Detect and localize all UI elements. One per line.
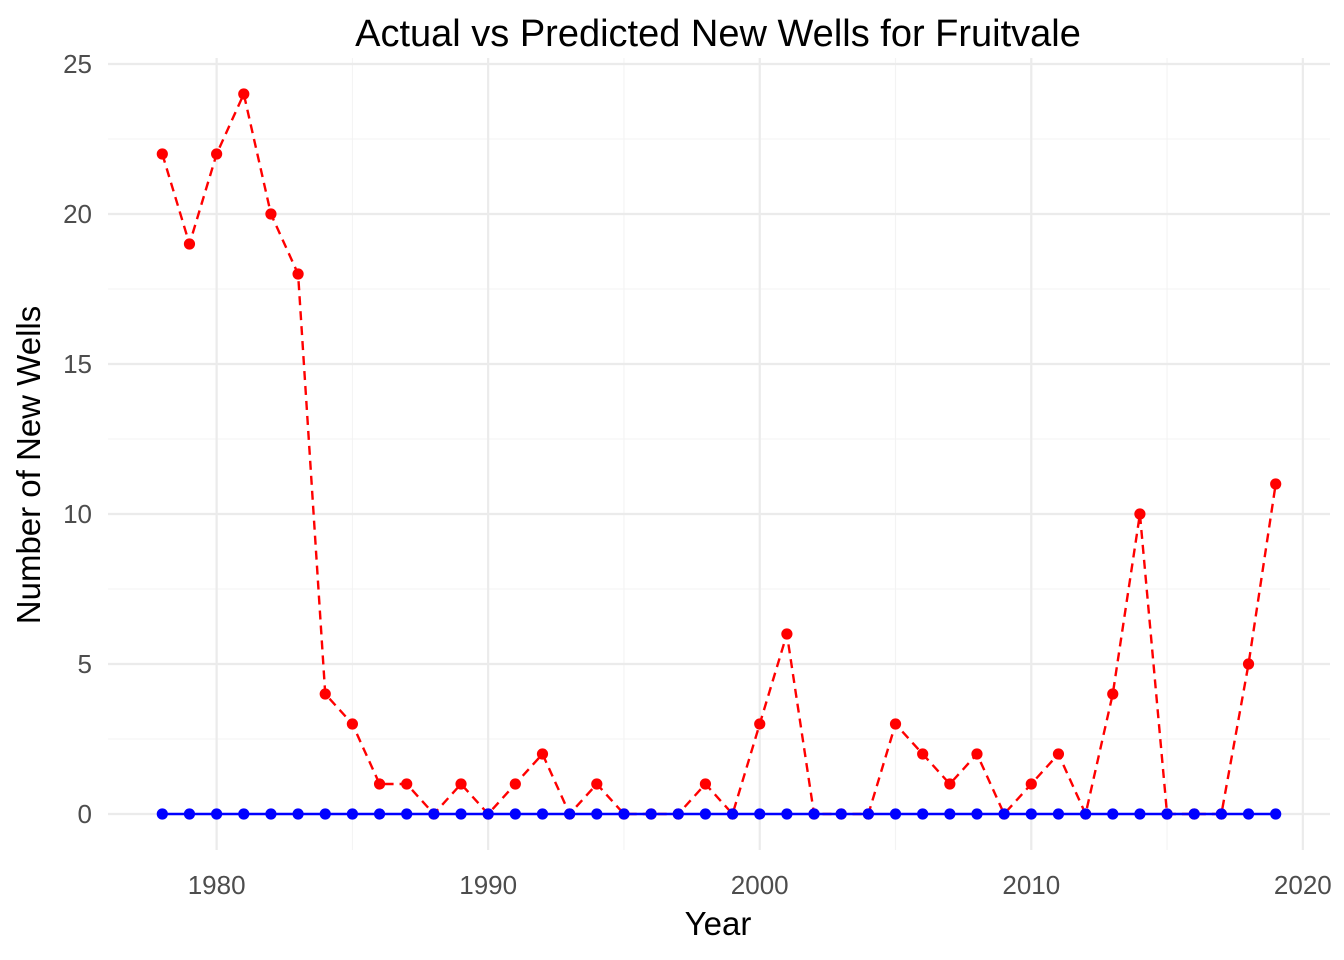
series-2-point: [618, 808, 630, 820]
series-1-point: [265, 208, 277, 220]
x-axis-title: Year: [685, 905, 752, 942]
series-2-point: [1025, 808, 1037, 820]
series-2-point: [536, 808, 549, 820]
series-2-point: [238, 808, 250, 820]
series-2-point: [428, 808, 440, 820]
y-tick-label: 10: [63, 499, 92, 529]
series-1-point: [781, 628, 793, 640]
series-1-point: [401, 778, 413, 790]
y-tick-label: 20: [63, 199, 92, 229]
series-2-point: [211, 808, 223, 820]
series-2-point: [401, 808, 413, 820]
series-2-point: [917, 808, 929, 820]
series-1-point: [292, 268, 304, 280]
y-tick-label: 5: [78, 649, 92, 679]
y-tick-label: 0: [78, 799, 92, 829]
series-1-point: [1052, 748, 1065, 760]
series-1-point: [944, 778, 956, 790]
series-1-point: [211, 148, 223, 160]
series-1-point: [509, 778, 521, 790]
series-2-point: [482, 808, 494, 820]
series-2-point: [1270, 808, 1282, 820]
series-2-point: [672, 808, 684, 820]
series-2-point: [183, 808, 196, 820]
series-2-point: [1134, 808, 1146, 820]
chart-title: Actual vs Predicted New Wells for Fruitv…: [355, 13, 1081, 55]
series-2-point: [781, 808, 793, 820]
series-2-point: [1080, 808, 1092, 820]
y-axis-ticks: 0 5 10 15 20 25: [63, 49, 92, 829]
series-2-point: [998, 808, 1010, 820]
series-2: [156, 808, 1282, 820]
series-2-point: [971, 808, 983, 820]
series-2-point: [156, 808, 168, 820]
series-2-point: [754, 808, 766, 820]
series-2-point: [808, 808, 820, 820]
series-1-point: [591, 778, 603, 790]
series-2-point: [1107, 808, 1119, 820]
series-1-point: [917, 748, 929, 760]
series-2-point: [726, 808, 739, 820]
series-1: [156, 88, 1282, 820]
series-1-point: [699, 778, 712, 790]
series-1-point: [183, 238, 196, 250]
series-2-point: [319, 808, 331, 820]
series-1-point: [1242, 658, 1255, 670]
series-2-point: [645, 808, 657, 820]
series-2-point: [1052, 808, 1065, 820]
y-axis-title: Number of New Wells: [10, 306, 47, 624]
series-1-point: [1270, 478, 1282, 490]
series-1-point: [971, 748, 983, 760]
series-layer: [156, 88, 1282, 820]
series-2-point: [292, 808, 304, 820]
minor-gridlines: [108, 58, 1330, 850]
series-1-point: [889, 718, 902, 730]
series-2-point: [699, 808, 712, 820]
series-2-point: [835, 808, 847, 820]
series-2-point: [265, 808, 277, 820]
x-tick-label: 2010: [1002, 870, 1060, 900]
series-2-point: [862, 808, 874, 820]
y-tick-label: 25: [63, 49, 92, 79]
y-tick-label: 15: [63, 349, 92, 379]
series-1-point: [319, 688, 331, 700]
x-tick-label: 2000: [731, 870, 789, 900]
series-1-point: [156, 148, 168, 160]
series-1-point: [1107, 688, 1119, 700]
series-1-point: [346, 718, 358, 730]
series-2-point: [373, 808, 386, 820]
series-2-point: [455, 808, 467, 820]
series-2-point: [346, 808, 358, 820]
series-1-point: [373, 778, 386, 790]
major-gridlines: [108, 58, 1330, 850]
series-1-line: [161, 90, 1277, 818]
series-1-point: [238, 88, 250, 100]
series-2-point: [1188, 808, 1200, 820]
series-2-point: [591, 808, 603, 820]
series-1-point: [536, 748, 549, 760]
series-2-point: [889, 808, 902, 820]
x-tick-label: 1990: [459, 870, 517, 900]
series-2-point: [1215, 808, 1227, 820]
x-tick-label: 1980: [188, 870, 246, 900]
series-1-point: [754, 718, 766, 730]
series-2-point: [1161, 808, 1173, 820]
series-2-point: [1242, 808, 1255, 820]
series-1-point: [1134, 508, 1146, 520]
x-tick-label: 2020: [1274, 870, 1332, 900]
series-1-point: [455, 778, 467, 790]
series-2-point: [564, 808, 576, 820]
series-1-point: [1025, 778, 1037, 790]
series-2-point: [944, 808, 956, 820]
x-axis-ticks: 1980 1990 2000 2010 2020: [188, 870, 1332, 900]
series-2-point: [509, 808, 521, 820]
